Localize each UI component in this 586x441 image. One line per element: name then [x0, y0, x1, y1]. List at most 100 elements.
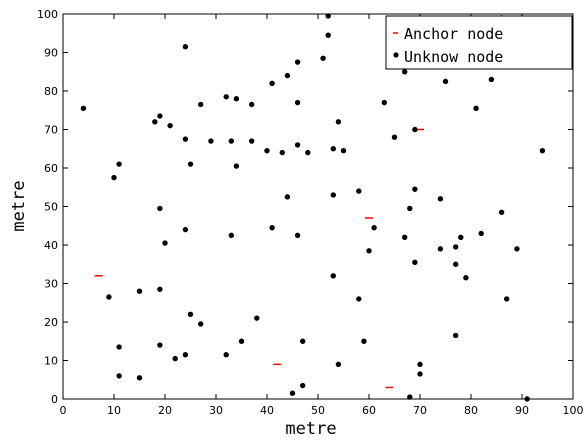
unknow-node-point [417, 361, 423, 368]
unknow-node-point [80, 105, 87, 112]
unknow-node-point [412, 186, 418, 192]
unknow-node-point [182, 352, 189, 358]
unknow-node-point [514, 246, 520, 252]
unknow-node-point [187, 311, 194, 317]
x-tick-label: 40 [260, 404, 274, 417]
unknow-node-point [269, 80, 275, 87]
unknow-node-point [402, 234, 408, 240]
unknow-node-point [152, 119, 158, 125]
unknow-node-point [330, 192, 336, 198]
unknow-node-point [279, 149, 285, 156]
unknow-node-point [498, 209, 505, 215]
unknow-node-point [366, 248, 372, 254]
y-tick-label: 60 [44, 162, 58, 175]
y-tick-label: 30 [44, 278, 58, 291]
y-axis: 0 10 20 30 40 50 60 70 80 90 100 [37, 8, 573, 406]
unknow-node-point [361, 338, 367, 344]
unknow-node-point [157, 113, 163, 119]
y-tick-label: 10 [44, 355, 58, 368]
y-tick-label: 100 [37, 8, 58, 21]
unknow-node-point [172, 355, 178, 362]
unknow-node-point [223, 94, 229, 100]
unknow-node-point [157, 205, 163, 212]
y-tick-label: 80 [44, 85, 58, 98]
legend-unknow-label: Unknow node [404, 48, 503, 66]
x-tick-label: 100 [563, 404, 584, 417]
x-tick-label: 80 [464, 404, 478, 417]
unknow-node-point [136, 288, 143, 294]
unknow-node-point [320, 55, 326, 61]
unknow-node-point [228, 138, 234, 144]
unknow-node-point [198, 101, 204, 108]
unknow-node-point [294, 59, 301, 65]
x-tick-label: 30 [209, 404, 223, 417]
unknow-node-point [335, 119, 342, 125]
unknow-node-point [294, 232, 301, 239]
unknow-node-point [300, 382, 306, 389]
plot-area [62, 13, 574, 400]
unknow-node-point [182, 44, 189, 50]
unknow-node-point [391, 134, 398, 140]
legend: Anchor node Unknow node [385, 15, 573, 70]
y-tick-label: 40 [44, 239, 58, 252]
unknow-node-point [453, 244, 459, 250]
unknow-node-point [437, 196, 444, 202]
unknow-node-point [458, 234, 464, 240]
unknow-node-point [402, 69, 408, 75]
unknow-node-point [539, 147, 546, 154]
unknow-node-point [524, 396, 530, 402]
unknow-node-point [254, 315, 260, 321]
unknow-node-point [198, 321, 204, 327]
y-tick-label: 70 [44, 124, 58, 137]
unknow-node-point [116, 373, 122, 379]
unknow-node-point [305, 149, 311, 156]
x-axis: 0 10 20 30 40 50 60 70 80 90 100 [60, 14, 584, 417]
unknow-node-series [80, 13, 546, 402]
unknow-node-point [269, 224, 275, 231]
unknow-node-point [325, 13, 331, 19]
x-tick-label: 10 [107, 404, 121, 417]
x-tick-label: 90 [515, 404, 529, 417]
unknow-node-point [330, 273, 336, 279]
y-tick-label: 50 [44, 201, 58, 214]
y-tick-label: 20 [44, 316, 58, 329]
legend-box [385, 15, 573, 70]
unknow-node-point [381, 99, 387, 106]
unknow-node-point [488, 76, 495, 83]
unknow-node-point [249, 138, 255, 144]
unknow-node-point [162, 240, 168, 246]
unknow-node-point [473, 105, 479, 112]
unknow-node-point [478, 230, 484, 237]
unknow-node-point [442, 78, 449, 85]
unknow-node-point [116, 161, 122, 167]
unknow-node-point [157, 286, 163, 292]
unknow-node-point [407, 205, 413, 212]
unknow-node-point [284, 72, 291, 79]
x-axis-label: metre [285, 419, 336, 439]
unknow-node-point [289, 390, 296, 396]
legend-anchor-label: Anchor node [404, 25, 503, 43]
unknow-node-point [233, 96, 240, 102]
unknow-node-point [371, 224, 377, 231]
unknow-node-point [233, 163, 240, 169]
y-axis-label: metre [9, 180, 29, 231]
unknow-node-point [238, 338, 245, 344]
unknow-node-point [412, 126, 418, 133]
unknow-node-point [340, 147, 347, 154]
unknow-node-point [106, 294, 112, 300]
unknow-node-point [284, 194, 291, 200]
unknow-node-point [294, 142, 301, 148]
unknow-node-point [412, 259, 418, 266]
unknow-node-point [325, 32, 331, 38]
x-tick-label: 70 [413, 404, 427, 417]
unknow-node-point [300, 338, 306, 344]
unknow-node-point [335, 361, 342, 368]
unknow-node-point [417, 371, 423, 377]
y-tick-label: 90 [44, 47, 58, 60]
unknow-node-point [182, 136, 189, 142]
unknow-node-point [356, 296, 362, 302]
unknow-node-point [264, 147, 270, 154]
unknow-node-point [187, 161, 194, 167]
unknow-node-point [223, 352, 229, 358]
